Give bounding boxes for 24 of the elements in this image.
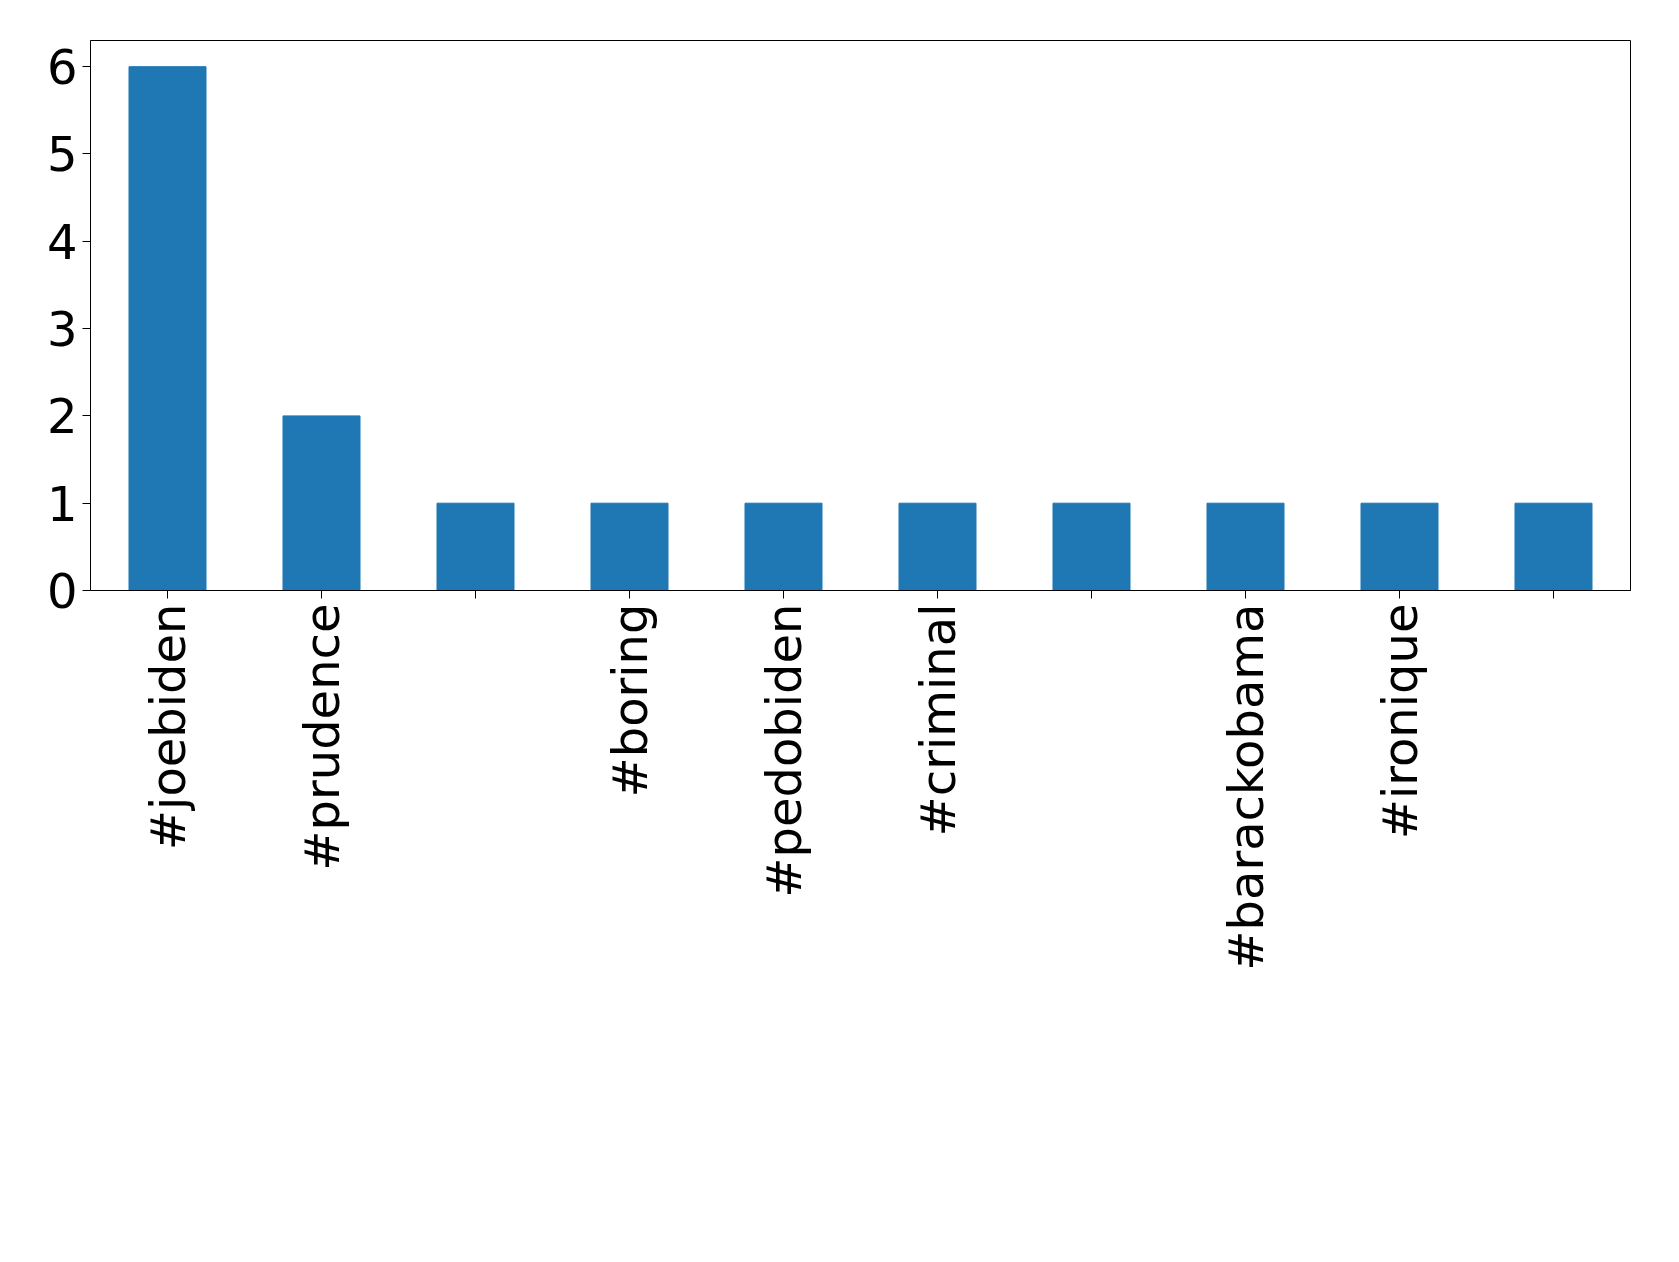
y-tick-label: 2	[46, 388, 78, 445]
bar	[898, 502, 977, 591]
x-tick-label: #boring	[601, 603, 658, 798]
bar	[1206, 502, 1285, 591]
x-tick-label: #pedobiden	[755, 603, 812, 898]
y-tick-label: 3	[46, 301, 78, 358]
y-tick-label: 6	[46, 39, 78, 96]
bar	[128, 66, 207, 591]
bar	[744, 502, 823, 591]
x-tick-label: #criminal	[909, 603, 966, 837]
y-tick-label: 1	[46, 475, 78, 532]
bar	[436, 502, 515, 591]
bar	[282, 415, 361, 591]
y-tick-label: 5	[46, 126, 78, 183]
x-tick-label: #barackobama	[1217, 603, 1274, 971]
bar	[1052, 502, 1131, 591]
x-tick-label: #ironique	[1371, 603, 1428, 840]
y-tick-label: 4	[46, 213, 78, 270]
x-tick-label: #prudence	[293, 603, 350, 871]
bar	[1514, 502, 1593, 591]
bar	[590, 502, 669, 591]
x-tick-label: #joebiden	[139, 603, 196, 851]
bar	[1360, 502, 1439, 591]
y-tick-label: 0	[46, 563, 78, 619]
